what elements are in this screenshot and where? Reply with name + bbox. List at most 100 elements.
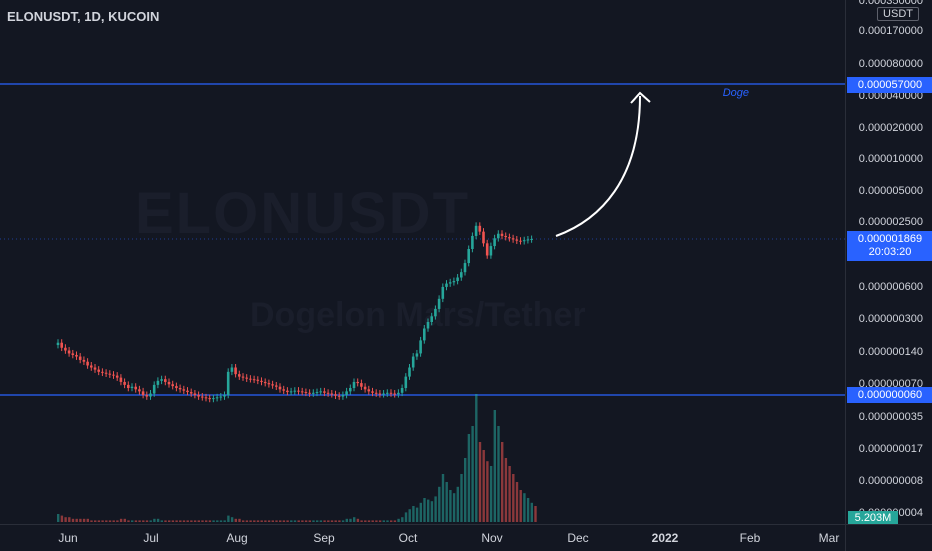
candle-body	[260, 380, 263, 382]
volume-bar	[112, 520, 115, 522]
volume-bar	[105, 520, 108, 522]
price-tick: 0.000000600	[858, 281, 923, 293]
time-tick: Sep	[313, 531, 335, 545]
price-tick: 0.000000140	[858, 346, 923, 358]
candle-body	[215, 397, 219, 399]
candle-body	[130, 386, 134, 389]
volume-bar	[86, 518, 89, 522]
volume-bar	[253, 520, 256, 522]
time-tick: Nov	[481, 531, 503, 545]
candle-body	[208, 398, 211, 400]
volume-bar	[264, 520, 267, 522]
volume-bar	[338, 520, 341, 522]
price-axis[interactable]: USDT 0.000350000 0.000170000 0.000080000 0.…	[845, 0, 932, 524]
candle-body	[204, 397, 208, 399]
candle-body	[374, 392, 378, 394]
candle-body	[360, 383, 363, 387]
candle-body	[430, 316, 433, 322]
time-tick: Dec	[567, 531, 589, 545]
candle-body	[119, 377, 123, 382]
volume-bar	[179, 520, 182, 522]
volume-bar	[94, 520, 97, 522]
candle-body	[297, 390, 300, 392]
volume-bar	[79, 518, 82, 522]
candle-body	[223, 395, 226, 397]
volume-bar	[119, 518, 123, 522]
volume-bar	[489, 466, 493, 522]
candle-body	[411, 356, 415, 368]
bar-countdown: 20:03:20	[868, 246, 912, 258]
volume-bar	[197, 520, 200, 522]
candle-body	[323, 391, 326, 393]
volume-bar	[412, 506, 415, 522]
candle-body	[312, 392, 315, 394]
candle-body	[308, 392, 311, 394]
volume-bar	[427, 499, 430, 522]
volume-bar	[486, 461, 489, 522]
volume-bar	[282, 520, 286, 522]
price-tick: 0.000350000	[858, 0, 923, 7]
candle-body	[400, 388, 404, 393]
price-tick: 0.000000035	[858, 411, 923, 423]
volume-bar	[504, 458, 508, 522]
candle-body	[234, 367, 237, 375]
currency-badge[interactable]: USDT	[877, 7, 919, 21]
volume-bar	[145, 520, 149, 522]
candle-body	[330, 393, 334, 395]
volume-bar	[142, 520, 145, 522]
volume-bar	[375, 520, 378, 522]
candle-body	[426, 321, 430, 329]
price-tick: 0.000000017	[858, 443, 923, 455]
volume-bar	[419, 502, 422, 522]
volume-bar	[71, 518, 75, 522]
volume-bar	[127, 520, 130, 522]
candle-body	[256, 379, 260, 381]
candle-body	[249, 378, 252, 380]
time-tick: Jul	[143, 531, 159, 545]
candle-body	[352, 381, 356, 389]
candle-body	[278, 386, 282, 390]
volume-bar	[515, 482, 519, 522]
volume-bar	[68, 517, 71, 522]
candle-body	[67, 350, 71, 354]
candle-body	[530, 239, 533, 241]
volume-bar	[493, 410, 496, 522]
symbol-title[interactable]: ELONUSDT, 1D, KUCOIN	[7, 9, 160, 24]
candle-body	[515, 239, 519, 241]
candle-body	[504, 235, 507, 238]
volume-bar	[249, 520, 252, 522]
volume-bar	[234, 518, 237, 522]
volume-bar	[341, 520, 345, 522]
candle-body	[386, 392, 389, 394]
candle-body	[71, 353, 75, 355]
candle-body	[238, 374, 241, 377]
candlestick-chart[interactable]	[0, 0, 845, 524]
candle-body	[452, 281, 456, 283]
volume-bar	[201, 520, 204, 522]
candle-body	[160, 379, 163, 381]
candle-body	[489, 246, 493, 256]
candle-body	[56, 342, 60, 346]
candle-body	[337, 395, 341, 397]
time-axis[interactable]: Jun Jul Aug Sep Oct Nov Dec 2022 Feb Mar	[0, 524, 845, 551]
volume-bar	[216, 520, 219, 522]
candle-body	[127, 384, 130, 389]
volume-bar	[345, 518, 348, 522]
candle-body	[212, 398, 215, 400]
volume-bar	[456, 486, 459, 522]
candle-body	[178, 388, 182, 390]
candle-body	[60, 342, 63, 348]
candle-body	[304, 392, 308, 394]
candle-body	[448, 282, 452, 284]
candle-body	[115, 375, 119, 378]
candle-body	[511, 238, 515, 240]
price-tick: 0.000040000	[858, 90, 923, 102]
chart-area[interactable]: ELONUSDT Dogelon Mars/Tether ELONUSDT, 1…	[0, 0, 845, 524]
volume-bar	[205, 520, 208, 522]
candle-body	[193, 393, 197, 395]
volume-bar	[97, 520, 101, 522]
candle-body	[345, 391, 348, 395]
volume-bar	[138, 520, 141, 522]
candle-body	[382, 393, 385, 395]
volume-bar	[526, 498, 530, 522]
